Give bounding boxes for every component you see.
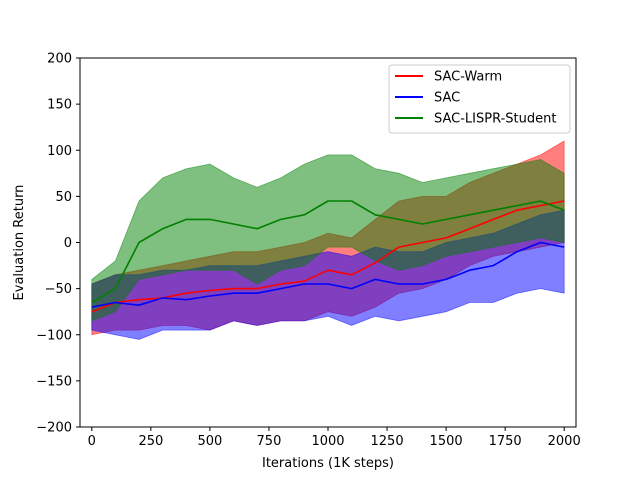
y-tick-label: 100 xyxy=(47,144,72,159)
x-tick-label: 1000 xyxy=(311,434,344,449)
series-lines xyxy=(91,200,565,313)
ticks: 0 250 500 750 1000 1250 1500 1750 2000−200−150−1… xyxy=(36,52,580,450)
y-axis-label: Evaluation Return xyxy=(12,185,27,301)
y-tick-label: 200 xyxy=(47,52,72,67)
x-tick-label: 0 xyxy=(88,434,96,449)
y-tick-label: 0 xyxy=(64,236,72,251)
x-tick-label: 1500 xyxy=(430,434,463,449)
x-tick-label: 2000 xyxy=(548,434,581,449)
x-tick-label: 500 xyxy=(197,434,222,449)
y-tick-label: 150 xyxy=(47,98,72,113)
x-tick-label: 1750 xyxy=(489,434,522,449)
legend-box xyxy=(388,64,571,134)
legend-label: SAC-LISPR-Student xyxy=(434,112,556,127)
series-line-1 xyxy=(91,241,565,308)
y-tick-label: −150 xyxy=(36,374,72,389)
band-2 xyxy=(91,154,565,322)
series-line-0 xyxy=(91,200,565,313)
legend: SAC-Warm SAC SAC-LISPR-Student xyxy=(388,64,571,134)
confidence-bands xyxy=(91,140,565,340)
x-tick-label: 1250 xyxy=(371,434,404,449)
y-tick-label: −50 xyxy=(45,282,72,297)
legend-label: SAC xyxy=(434,91,460,106)
y-tick-label: −100 xyxy=(36,328,72,343)
y-tick-label: 50 xyxy=(55,190,72,205)
y-tick-label: −200 xyxy=(36,421,72,436)
series-line-2 xyxy=(91,200,565,304)
x-tick-label: 750 xyxy=(257,434,282,449)
x-axis-label: Iterations (1K steps) xyxy=(262,456,394,471)
x-tick-label: 250 xyxy=(138,434,163,449)
legend-label: SAC-Warm xyxy=(434,70,502,85)
